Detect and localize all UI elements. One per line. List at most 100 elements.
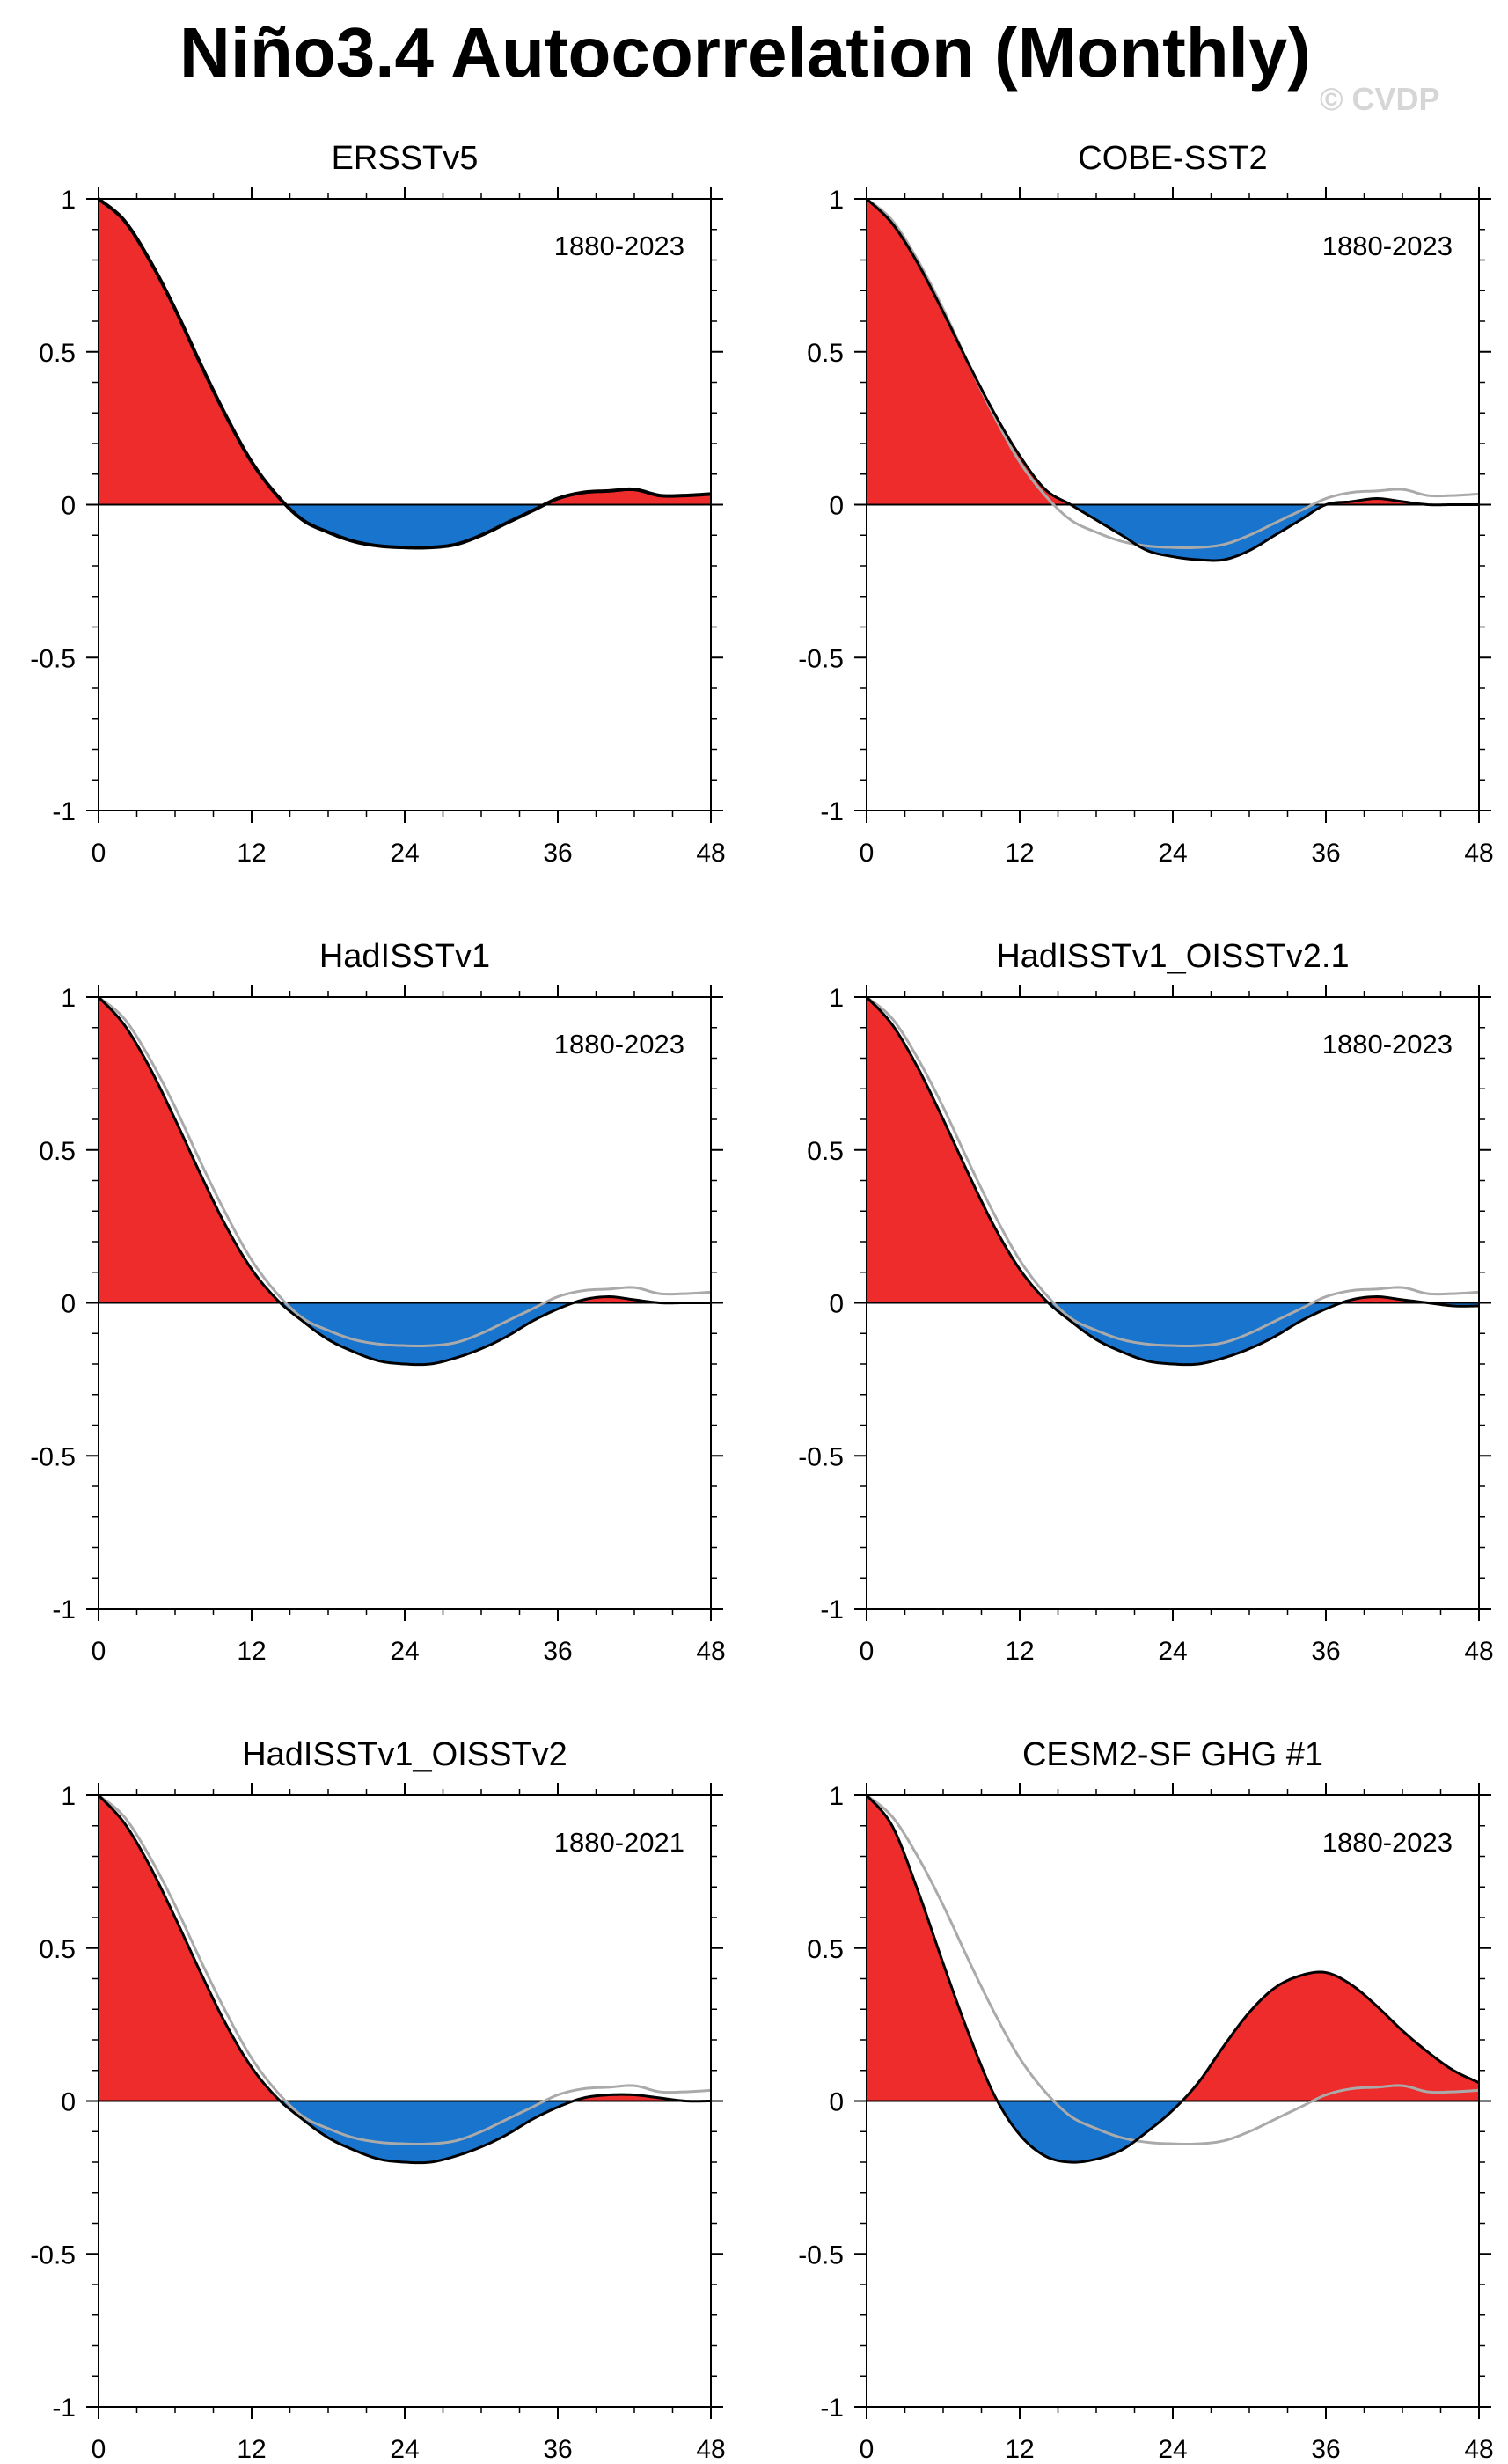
period-label: 1880-2023 <box>1322 1029 1453 1060</box>
y-tick-label: -0.5 <box>30 2240 76 2270</box>
chart-panel-3: 1 0.5 0 -0.5 -1 0 12 24 36 48 HadISSTv1 1880-2023 <box>30 938 725 1666</box>
y-tick-label: -0.5 <box>798 2240 844 2270</box>
y-tick-label: 1 <box>829 984 844 1013</box>
y-tick-label: -0.5 <box>798 1442 844 1471</box>
panel-title: CESM2-SF GHG #1 <box>1022 1736 1323 1773</box>
reference-line <box>866 995 1480 1347</box>
x-tick-label: 48 <box>696 839 725 868</box>
positive-area <box>99 199 711 505</box>
x-tick-label: 36 <box>1311 2435 1340 2464</box>
x-tick-label: 12 <box>1005 839 1034 868</box>
y-tick-label: 0 <box>829 2088 844 2117</box>
y-tick-label: 0 <box>829 1290 844 1319</box>
y-tick-label: 0.5 <box>39 1137 76 1166</box>
negative-area <box>99 1302 711 1365</box>
x-tick-label: 12 <box>237 839 266 868</box>
panel-title: COBE-SST2 <box>1078 140 1267 177</box>
positive-area <box>867 997 1479 1303</box>
negative-area <box>99 2101 711 2163</box>
negative-area <box>867 2101 1479 2163</box>
y-tick-label: -0.5 <box>798 644 844 673</box>
negative-area <box>99 504 711 548</box>
x-tick-label: 0 <box>92 2435 106 2464</box>
x-tick-label: 36 <box>1311 1637 1340 1666</box>
y-tick-label: -1 <box>820 1595 844 1624</box>
series-line <box>865 197 1479 562</box>
chart-panel-2: 1 0.5 0 -0.5 -1 0 12 24 36 48 COBE-SST2 1880-2023 <box>798 140 1493 868</box>
x-tick-label: 36 <box>543 1637 572 1666</box>
x-tick-label: 0 <box>92 839 106 868</box>
period-label: 1880-2021 <box>554 1827 684 1858</box>
y-tick-label: 1 <box>829 1782 844 1811</box>
y-tick-label: 0.5 <box>807 1935 844 1964</box>
figure-title: Niño3.4 Autocorrelation (Monthly) <box>179 13 1311 92</box>
x-tick-label: 24 <box>1158 2435 1187 2464</box>
chart-panel-5: 1 0.5 0 -0.5 -1 0 12 24 36 48 HadISSTv1_OISSTv2 188… <box>30 1736 725 2464</box>
panel-title: HadISSTv1_OISSTv2.1 <box>996 938 1349 975</box>
x-tick-label: 24 <box>1158 839 1187 868</box>
y-tick-label: -1 <box>820 797 844 826</box>
negative-area <box>867 1302 1479 1365</box>
y-tick-label: 0.5 <box>39 1935 76 1964</box>
chart-panel-6: 1 0.5 0 -0.5 -1 0 12 24 36 48 CESM2-SF GHG #1 1880-… <box>798 1736 1493 2464</box>
x-tick-label: 12 <box>237 1637 266 1666</box>
y-tick-label: -1 <box>52 1595 76 1624</box>
reference-line <box>866 1793 1480 2145</box>
x-tick-label: 24 <box>390 839 419 868</box>
x-tick-label: 24 <box>390 2435 419 2464</box>
series-line <box>865 995 1480 1367</box>
x-tick-label: 48 <box>696 1637 725 1666</box>
x-tick-label: 0 <box>92 1637 106 1666</box>
x-tick-label: 0 <box>860 839 875 868</box>
period-label: 1880-2023 <box>1322 231 1453 261</box>
y-tick-label: 0 <box>61 1290 76 1319</box>
y-tick-label: 0.5 <box>807 1137 844 1166</box>
x-tick-label: 48 <box>696 2435 725 2464</box>
y-tick-label: 1 <box>829 186 844 215</box>
y-tick-label: 0.5 <box>807 339 844 368</box>
negative-area <box>867 504 1479 561</box>
period-label: 1880-2023 <box>554 231 684 261</box>
x-tick-label: 36 <box>1311 839 1340 868</box>
x-tick-label: 12 <box>1005 1637 1034 1666</box>
y-tick-label: 0.5 <box>39 339 76 368</box>
reference-line <box>98 995 712 1347</box>
y-tick-label: 1 <box>61 984 76 1013</box>
positive-area <box>99 997 711 1303</box>
x-tick-label: 12 <box>1005 2435 1034 2464</box>
period-label: 1880-2023 <box>1322 1827 1453 1858</box>
positive-area <box>867 199 1479 505</box>
y-tick-label: -0.5 <box>30 644 76 673</box>
reference-line <box>98 1793 712 2145</box>
panel-title: ERSSTv5 <box>332 140 479 177</box>
x-tick-label: 48 <box>1464 1637 1493 1666</box>
y-tick-label: 0 <box>829 492 844 521</box>
panel-title: HadISSTv1 <box>319 938 490 975</box>
series-line <box>97 1793 712 2165</box>
y-tick-label: 1 <box>61 1782 76 1811</box>
series-line <box>97 197 712 550</box>
chart-panel-1: 1 0.5 0 -0.5 -1 0 12 24 36 48 ERSSTv5 1880-2023 <box>30 140 725 868</box>
panel-title: HadISSTv1_OISSTv2 <box>242 1736 567 1773</box>
y-tick-label: 0 <box>61 492 76 521</box>
series-line <box>97 995 711 1367</box>
positive-area <box>867 1795 1479 2101</box>
x-tick-label: 36 <box>543 2435 572 2464</box>
x-tick-label: 36 <box>543 839 572 868</box>
series-line <box>865 1793 1480 2164</box>
x-tick-label: 48 <box>1464 2435 1493 2464</box>
watermark: © CVDP <box>1320 81 1440 117</box>
x-tick-label: 0 <box>860 2435 875 2464</box>
positive-area <box>99 1795 711 2101</box>
x-tick-label: 12 <box>237 2435 266 2464</box>
x-tick-label: 24 <box>390 1637 419 1666</box>
y-tick-label: -1 <box>52 2394 76 2423</box>
chart-panel-4: 1 0.5 0 -0.5 -1 0 12 24 36 48 HadISSTv1_OISSTv2.1 1… <box>798 938 1493 1666</box>
y-tick-label: -0.5 <box>30 1442 76 1471</box>
y-tick-label: 1 <box>61 186 76 215</box>
y-tick-label: -1 <box>52 797 76 826</box>
x-tick-label: 0 <box>860 1637 875 1666</box>
x-tick-label: 24 <box>1158 1637 1187 1666</box>
